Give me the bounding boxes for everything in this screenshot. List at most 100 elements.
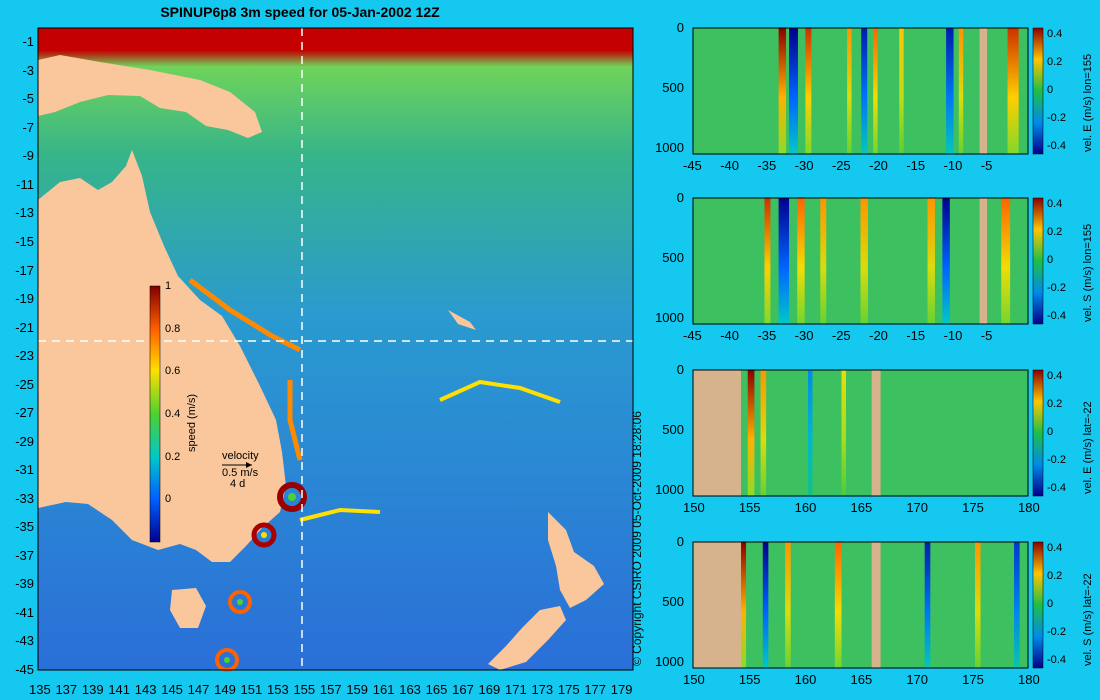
map-y-tick: -35 bbox=[15, 519, 34, 535]
land-newzealand-south bbox=[488, 606, 566, 670]
section-label: vel. E (m/s) lon=155 bbox=[1082, 53, 1094, 152]
section-label: vel. E (m/s) lat=-22 bbox=[1082, 401, 1094, 494]
map-y-tick: -13 bbox=[15, 205, 34, 221]
section-land bbox=[979, 198, 988, 324]
section-x-tick: -30 bbox=[794, 328, 814, 343]
section-chart-3 bbox=[692, 369, 1044, 497]
section-colorbar-tick: 0.4 bbox=[1047, 198, 1063, 210]
section-colorbar-tick: 0.2 bbox=[1047, 398, 1063, 410]
section-x-tick: 150 bbox=[683, 672, 705, 687]
section-feature bbox=[778, 198, 790, 324]
section-x-tick: 155 bbox=[738, 672, 761, 687]
section-x-tick: -45 bbox=[683, 328, 702, 343]
map-x-tick: 165 bbox=[425, 682, 448, 697]
section-colorbar-tick: -0.4 bbox=[1047, 140, 1066, 152]
section-feature bbox=[873, 28, 878, 154]
section-feature bbox=[834, 542, 842, 668]
colorbar-tick: 0.6 bbox=[165, 365, 181, 378]
land-newzealand-north bbox=[548, 512, 604, 608]
section-feature bbox=[841, 370, 846, 496]
velocity-legend-sub: 4 d bbox=[230, 478, 246, 490]
map-y-tick: -31 bbox=[15, 462, 34, 478]
map-x-tick: 155 bbox=[293, 682, 316, 697]
section-feature bbox=[747, 370, 755, 496]
section-colorbar-tick: -0.4 bbox=[1047, 310, 1066, 322]
section-feature bbox=[1001, 198, 1011, 324]
section-x-tick: 180 bbox=[1018, 672, 1040, 687]
section-colorbar-tick: -0.2 bbox=[1047, 454, 1066, 466]
section-land bbox=[693, 370, 742, 496]
velocity-legend-value: 0.5 m/s bbox=[222, 467, 259, 479]
map-x-tick: 141 bbox=[108, 682, 131, 697]
map-y-tick: -15 bbox=[15, 234, 34, 249]
section-x-tick: 175 bbox=[962, 672, 984, 687]
section-x-tick: -10 bbox=[943, 328, 963, 343]
current-eac bbox=[188, 278, 303, 461]
map-x-tick: 167 bbox=[452, 682, 474, 697]
section-frame bbox=[692, 541, 1029, 669]
section-y-tick: 0 bbox=[676, 362, 684, 377]
section-feature bbox=[860, 198, 868, 324]
section-land bbox=[871, 542, 881, 668]
map-x-tick: 143 bbox=[134, 682, 157, 697]
section-y-tick: 1000 bbox=[655, 482, 684, 497]
land-tasmania bbox=[170, 588, 206, 628]
section-x-tick: -25 bbox=[831, 158, 851, 173]
eddy-1 bbox=[277, 482, 307, 512]
section-colorbar-tick: -0.4 bbox=[1047, 482, 1066, 494]
section-colorbar bbox=[1032, 369, 1044, 497]
section-feature bbox=[946, 28, 954, 154]
section-x-tick: 180 bbox=[1018, 500, 1040, 515]
section-feature bbox=[847, 28, 852, 154]
section-chart-4 bbox=[692, 541, 1044, 669]
section-frame bbox=[692, 369, 1029, 497]
chart-title: SPINUP6p8 3m speed for 05-Jan-2002 12Z bbox=[160, 4, 440, 20]
map-x-tick: 173 bbox=[531, 682, 554, 697]
section-x-tick: 175 bbox=[962, 500, 984, 515]
section-x-tick: 160 bbox=[794, 500, 817, 515]
section-x-tick: 165 bbox=[850, 672, 873, 687]
section-x-tick: 170 bbox=[906, 500, 929, 515]
colorbar-tick: 0.2 bbox=[165, 450, 181, 463]
map-y-tick: -1 bbox=[22, 34, 34, 50]
map-y-tick: -37 bbox=[15, 547, 34, 563]
section-colorbar bbox=[1032, 27, 1044, 155]
section-colorbar-tick: 0 bbox=[1047, 254, 1054, 266]
map-y-tick: -9 bbox=[22, 148, 34, 164]
section-land bbox=[871, 370, 881, 496]
map-y-tick: -3 bbox=[22, 62, 34, 78]
map-x-tick: 151 bbox=[240, 682, 263, 697]
land-australia bbox=[38, 150, 286, 562]
section-feature bbox=[974, 542, 981, 668]
map-y-tick: -29 bbox=[15, 433, 34, 449]
section-x-tick: -40 bbox=[720, 158, 740, 173]
map-x-tick: 145 bbox=[161, 682, 183, 697]
section-y-tick: 0 bbox=[676, 190, 684, 205]
speed-colorbar bbox=[149, 285, 161, 543]
section-field bbox=[693, 370, 1028, 496]
section-colorbar-tick: 0 bbox=[1047, 84, 1054, 96]
map-x-tick: 177 bbox=[584, 682, 607, 697]
map-frame bbox=[37, 27, 634, 671]
map-y-tick: -23 bbox=[15, 348, 34, 364]
section-feature bbox=[762, 542, 769, 668]
section-x-tick: -35 bbox=[757, 328, 777, 343]
section-label: vel. S (m/s) lon=155 bbox=[1082, 223, 1094, 322]
section-x-tick: -20 bbox=[869, 328, 888, 343]
section-frame bbox=[692, 27, 1029, 155]
section-y-tick: 0 bbox=[676, 534, 684, 549]
map-y-tick: -43 bbox=[15, 633, 34, 649]
section-feature bbox=[797, 198, 805, 324]
section-feature bbox=[958, 28, 964, 154]
colorbar-tick: 1 bbox=[165, 280, 172, 292]
section-chart-1 bbox=[692, 27, 1044, 155]
map-y-tick: -39 bbox=[15, 576, 34, 592]
section-y-tick: 500 bbox=[662, 250, 684, 265]
map-x-tick: 159 bbox=[346, 682, 369, 697]
section-colorbar-tick: -0.2 bbox=[1047, 112, 1066, 124]
section-colorbar bbox=[1032, 541, 1044, 669]
section-feature bbox=[740, 542, 747, 668]
map-x-tick: 157 bbox=[319, 682, 342, 697]
eddy-2 bbox=[251, 522, 277, 548]
section-x-tick: 155 bbox=[738, 500, 761, 515]
